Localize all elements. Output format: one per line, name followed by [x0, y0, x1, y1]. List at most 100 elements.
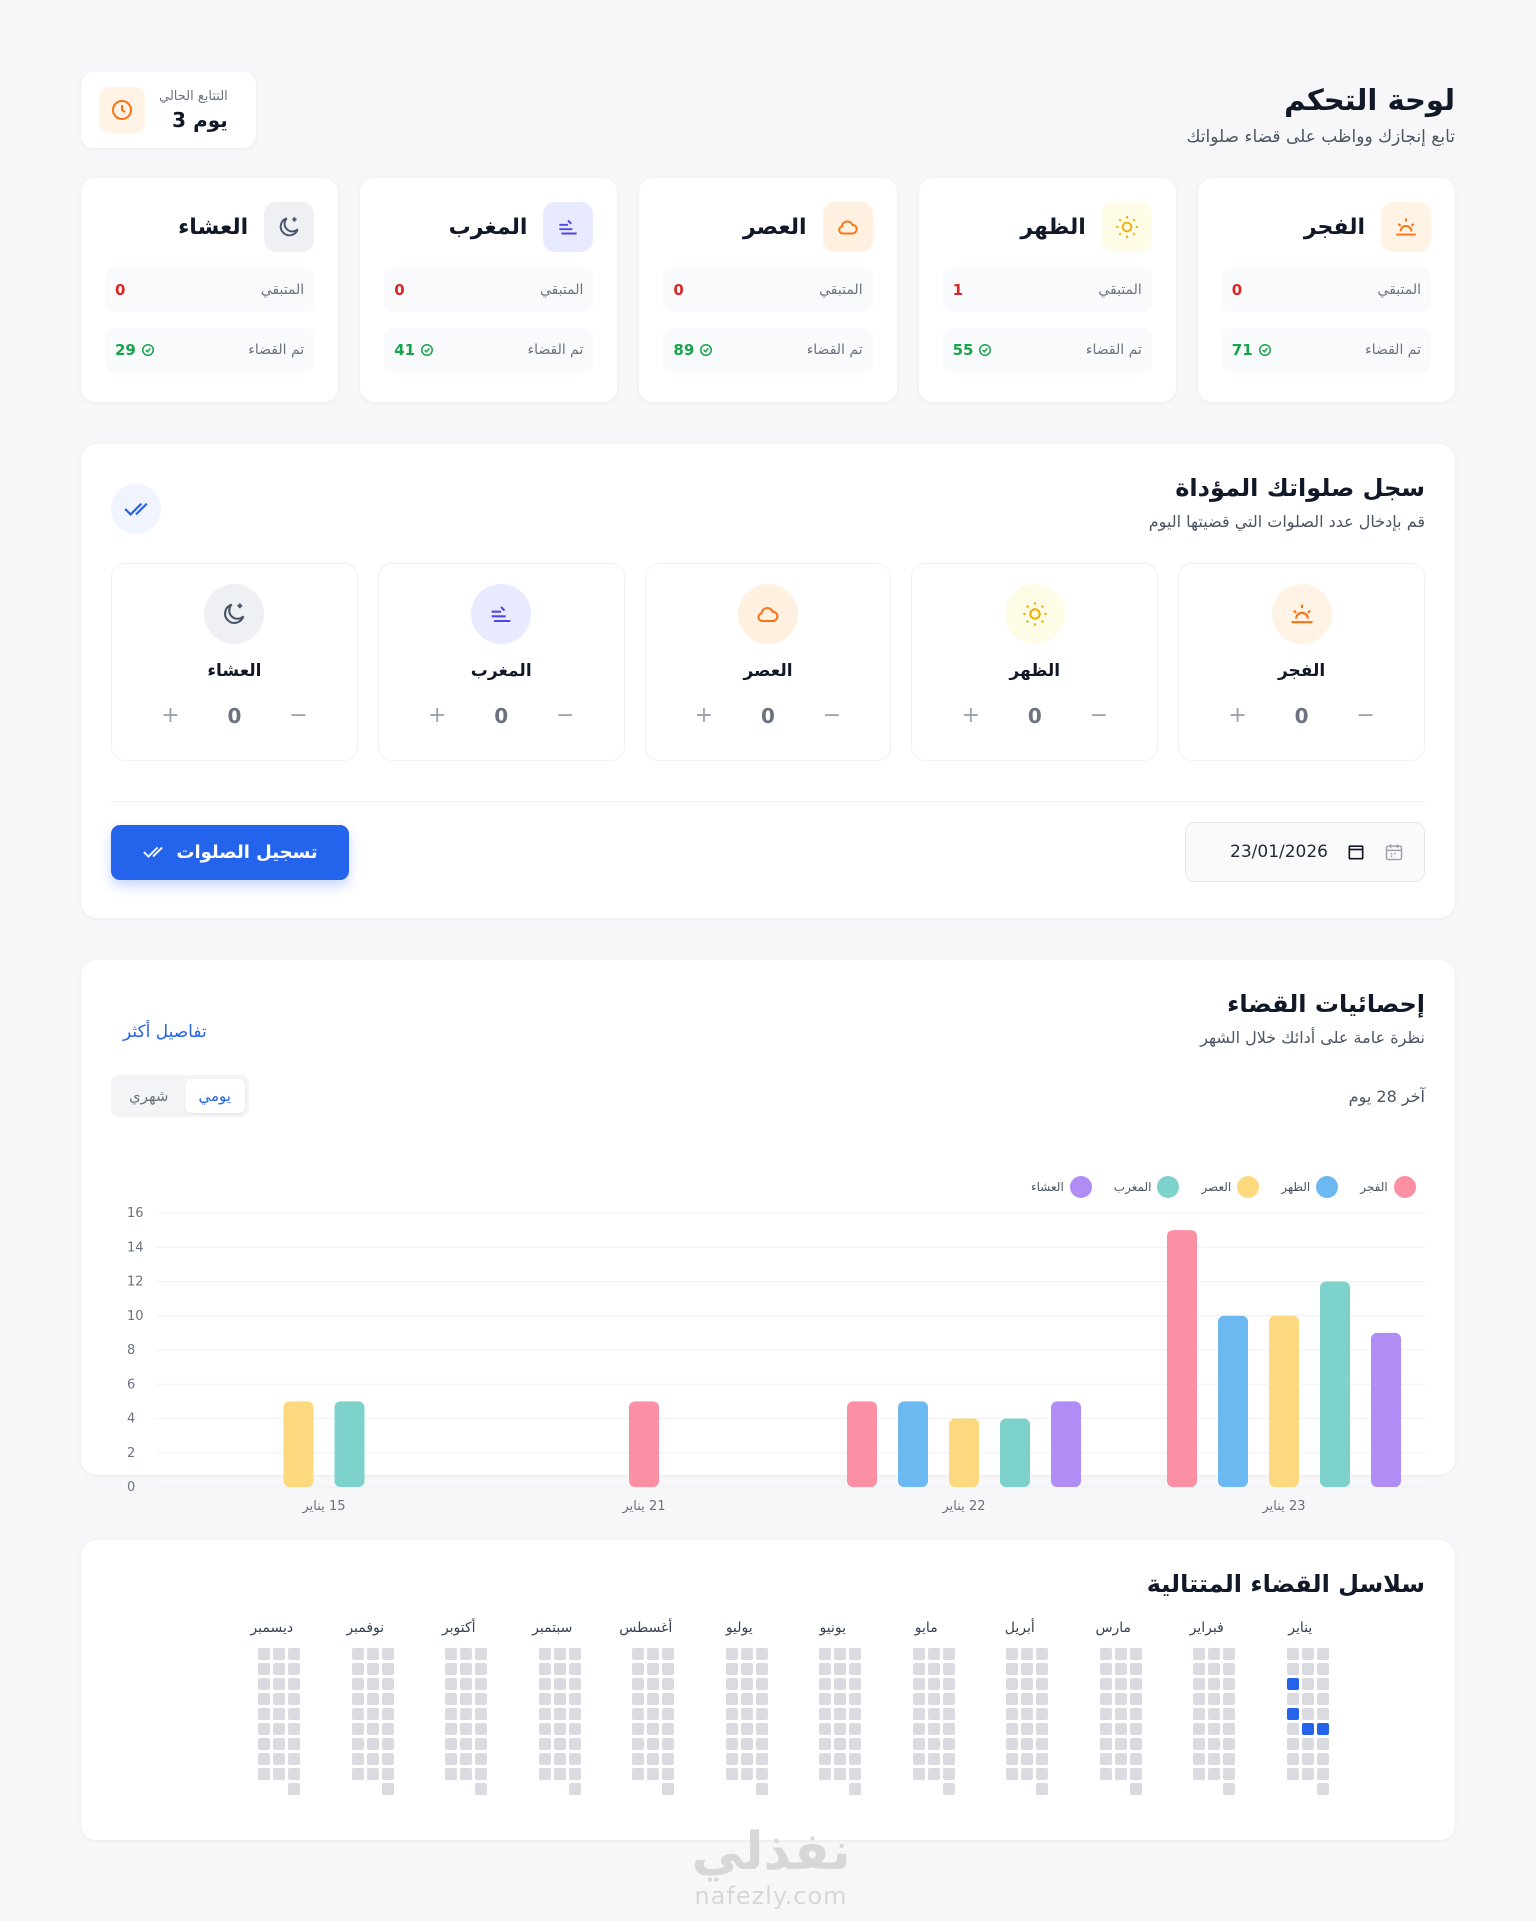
day-cell [1099, 1738, 1112, 1750]
day-cell [927, 1693, 940, 1705]
day-grid [1085, 1648, 1142, 1795]
check-circle-icon [979, 344, 992, 356]
bar[interactable] [1218, 1315, 1248, 1487]
log-title: سجل صلواتك المؤداة [1175, 474, 1425, 502]
increment-button[interactable]: + [694, 703, 714, 728]
day-cell [1099, 1708, 1112, 1720]
counter-name: الفجر [1277, 661, 1326, 681]
day-cell [1286, 1663, 1299, 1675]
day-cell [538, 1738, 551, 1750]
increment-button[interactable]: + [1228, 703, 1247, 728]
day-cell [1036, 1753, 1049, 1765]
decrement-button[interactable]: − [556, 703, 575, 728]
day-cell [755, 1678, 768, 1690]
bar[interactable] [334, 1401, 365, 1487]
date-picker-icon[interactable] [1346, 842, 1366, 862]
day-cell [337, 1738, 349, 1750]
day-cell [538, 1693, 551, 1705]
day-cell [1006, 1768, 1019, 1780]
day-cell [632, 1708, 645, 1720]
day-cell [366, 1678, 379, 1690]
bar[interactable] [1371, 1332, 1401, 1487]
bar[interactable] [847, 1401, 877, 1487]
bar[interactable] [1051, 1401, 1081, 1487]
legend-label: الفجر [1360, 1180, 1388, 1194]
bar[interactable] [629, 1401, 659, 1487]
day-cell [430, 1738, 442, 1750]
increment-button[interactable]: + [428, 703, 447, 728]
day-cell [381, 1648, 394, 1660]
day-cell [632, 1723, 645, 1735]
day-cell [524, 1648, 536, 1660]
decrement-button[interactable]: − [1356, 703, 1375, 728]
month-column: نوفمبر [319, 1620, 413, 1795]
bar[interactable] [283, 1401, 314, 1487]
day-cell [553, 1663, 566, 1675]
day-cell [912, 1678, 925, 1690]
day-cell [1208, 1663, 1221, 1675]
day-cell [711, 1723, 723, 1735]
decrement-button[interactable]: − [1089, 703, 1109, 728]
day-cell [1100, 1783, 1112, 1795]
bar[interactable] [1320, 1281, 1350, 1488]
date-input[interactable]: 23/01/2026 [1185, 822, 1425, 882]
bar[interactable] [1167, 1230, 1197, 1487]
done-count: 55 [952, 341, 974, 359]
sunset-icon [543, 202, 594, 252]
watermark: نفذلي nafezly.com [676, 1822, 866, 1910]
legend-item: العصر [1201, 1176, 1260, 1198]
day-cell [538, 1768, 551, 1780]
month-column: فبراير [1160, 1620, 1254, 1795]
day-cell [804, 1753, 816, 1765]
month-column: سبتمبر [506, 1620, 600, 1795]
sunrise-icon [1381, 202, 1431, 252]
day-cell [1006, 1648, 1019, 1660]
increment-button[interactable]: + [161, 703, 180, 728]
bar[interactable] [1269, 1315, 1299, 1487]
day-cell [524, 1723, 536, 1735]
day-cell [1178, 1753, 1190, 1765]
toggle-daily[interactable]: يومي [184, 1079, 245, 1113]
decrement-button[interactable]: − [822, 703, 842, 728]
calendar-icon [1385, 844, 1403, 861]
counter-value: 0 [494, 703, 509, 728]
day-cell [1178, 1708, 1190, 1720]
bar[interactable] [949, 1418, 979, 1488]
day-cell [804, 1693, 816, 1705]
day-cell [755, 1648, 768, 1660]
day-cell [445, 1738, 458, 1750]
decrement-button[interactable]: − [289, 703, 308, 728]
more-details-link[interactable]: تفاصيل أكثر [123, 1022, 207, 1042]
day-cell [662, 1678, 675, 1690]
day-cell [1129, 1753, 1142, 1765]
day-cell [1178, 1738, 1190, 1750]
day-cell [1272, 1783, 1284, 1795]
bar[interactable] [898, 1401, 928, 1487]
day-cell [568, 1738, 581, 1750]
month-column: أبريل [973, 1620, 1067, 1795]
month-column: أغسطس [599, 1620, 693, 1795]
day-cell [927, 1648, 940, 1660]
day-cell [942, 1693, 955, 1705]
done-row: تم القضاء 89 [663, 328, 873, 372]
day-cell [755, 1693, 768, 1705]
day-cell [912, 1708, 925, 1720]
day-cell [351, 1723, 364, 1735]
day-cell [475, 1783, 488, 1795]
day-cell [647, 1783, 659, 1795]
bar[interactable] [1000, 1418, 1030, 1488]
day-cell [1021, 1678, 1034, 1690]
day-cell [1099, 1678, 1112, 1690]
day-cell [381, 1768, 394, 1780]
stats-panel: إحصائيات القضاء نظرة عامة على أدائك خلال… [81, 960, 1455, 1514]
remaining-label: المتبقي [539, 282, 584, 298]
done-label: تم القضاء [1365, 342, 1421, 358]
day-cell [475, 1648, 488, 1660]
increment-button[interactable]: + [961, 703, 981, 728]
day-cell [819, 1663, 832, 1675]
toggle-monthly[interactable]: شهري [129, 1087, 169, 1105]
day-cell [647, 1753, 660, 1765]
submit-prayers-button[interactable]: تسجيل الصلوات [111, 824, 349, 880]
day-cell [804, 1768, 816, 1780]
day-cell [351, 1708, 364, 1720]
